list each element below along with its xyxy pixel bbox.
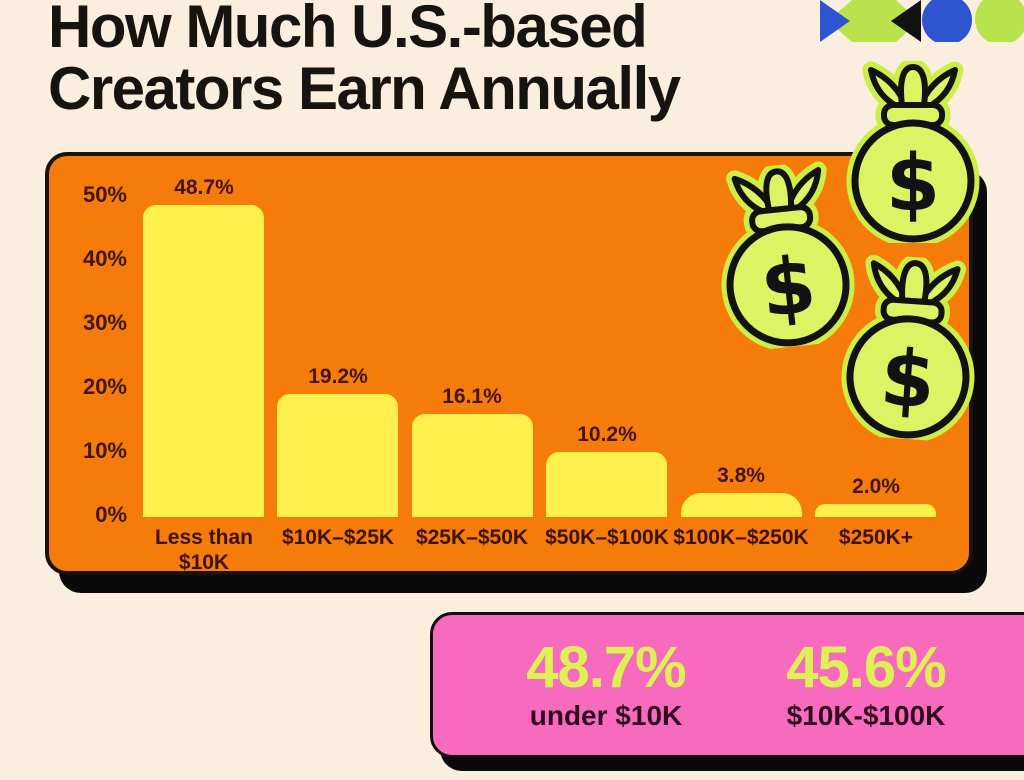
bar-$10K–$25K xyxy=(277,394,398,517)
logo-shapes xyxy=(820,0,1024,42)
bar-value-label: 48.7% xyxy=(174,176,234,199)
x-axis-label: $10K–$25K xyxy=(281,526,395,549)
money-bag-icon xyxy=(838,61,988,243)
x-axis-label: $25K–$50K xyxy=(415,526,529,549)
x-axis-label: Less than $10K xyxy=(154,526,254,574)
blue-triangle-icon xyxy=(820,0,850,42)
bar-$100K–$250K xyxy=(681,493,802,517)
page-title-line2: Creators Earn Annually xyxy=(48,55,681,122)
bar-value-label: 2.0% xyxy=(852,475,900,498)
bar-value-label: 10.2% xyxy=(577,423,637,446)
x-axis-label: $250K+ xyxy=(838,526,914,549)
y-tick: 20% xyxy=(82,374,127,399)
lime-circle-icon xyxy=(975,0,1024,42)
highlight-label: under $10K xyxy=(529,700,683,731)
page-title: How Much U.S.-based Creators Earn Annual… xyxy=(48,0,681,122)
blue-circle-icon xyxy=(922,0,972,42)
highlight-value: 48.7% xyxy=(526,635,686,700)
y-tick: 0% xyxy=(95,502,127,527)
highlight-under-10k: 48.7% under $10K xyxy=(463,615,749,755)
highlight-10k-100k: 45.6% $10K-$100K xyxy=(723,615,1009,755)
money-bag-icon xyxy=(829,252,991,444)
bar-$50K–$100K xyxy=(546,452,667,517)
black-triangle-icon xyxy=(891,0,921,42)
bar-$25K–$50K xyxy=(412,414,533,517)
y-tick: 10% xyxy=(82,438,127,463)
highlight-card: 48.7% under $10K 45.6% $10K-$100K xyxy=(430,612,1024,758)
highlight-value: 45.6% xyxy=(786,635,946,700)
y-tick: 40% xyxy=(82,246,127,271)
page-title-line1: How Much U.S.-based xyxy=(48,0,648,60)
bar-$250K+ xyxy=(815,504,936,517)
bar-value-label: 19.2% xyxy=(308,365,368,388)
bar-chart-panel: 0% 10% 20% 30% 40% 50% 48.7% Less than $10K 19.2… xyxy=(45,152,973,575)
x-axis-label: $100K–$250K xyxy=(673,526,809,549)
bar-value-label: 3.8% xyxy=(717,464,765,487)
y-tick: 30% xyxy=(82,310,127,335)
y-tick: 50% xyxy=(82,182,127,207)
x-axis-label: $50K–$100K xyxy=(545,526,669,549)
bar-Less than $10K xyxy=(143,205,264,517)
lime-hexagon-icon xyxy=(828,0,919,42)
bar-value-label: 16.1% xyxy=(442,385,502,408)
highlight-label: $10K-$100K xyxy=(786,700,946,731)
